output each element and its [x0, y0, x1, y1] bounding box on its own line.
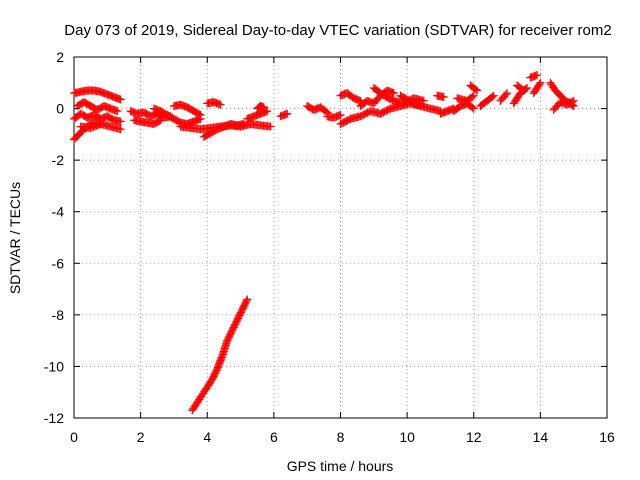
data-point	[518, 85, 527, 94]
data-point	[243, 295, 252, 304]
y-tick-label: -6	[52, 255, 65, 271]
data-point	[116, 125, 125, 134]
data-point	[533, 71, 542, 80]
data-point	[419, 96, 428, 105]
data-point	[113, 107, 122, 116]
data-point	[196, 111, 205, 120]
data-point	[488, 92, 497, 101]
data-point	[216, 100, 225, 109]
x-tick-label: 2	[137, 429, 145, 445]
y-axis-label: SDTVAR / TECUs	[7, 182, 23, 294]
data-point	[156, 116, 165, 125]
x-tick-label: 12	[466, 429, 482, 445]
data-point	[469, 91, 478, 100]
data-point	[239, 120, 248, 129]
data-point	[468, 103, 477, 112]
chart-title: Day 073 of 2019, Sidereal Day-to-day VTE…	[64, 22, 611, 39]
data-point	[336, 111, 345, 120]
data-point	[568, 97, 577, 106]
gridlines	[74, 57, 607, 418]
data-point	[116, 95, 125, 104]
data-point	[259, 103, 268, 112]
x-tick-label: 10	[399, 429, 415, 445]
data-point	[155, 116, 164, 125]
x-tick-label: 16	[599, 429, 615, 445]
data-point	[263, 107, 272, 116]
data-point	[471, 85, 480, 94]
data-points	[70, 71, 578, 415]
data-point	[468, 92, 477, 101]
y-tick-label: -12	[44, 410, 64, 426]
x-tick-label: 8	[337, 429, 345, 445]
y-tick-label: 0	[56, 101, 64, 117]
data-point	[469, 104, 478, 113]
x-axis-label: GPS time / hours	[287, 458, 394, 474]
data-point	[389, 89, 398, 98]
y-tick-label: -10	[44, 358, 64, 374]
data-point	[503, 89, 512, 98]
x-tick-label: 14	[533, 429, 549, 445]
data-point	[536, 78, 545, 87]
data-point	[266, 122, 275, 131]
data-point	[519, 86, 528, 95]
data-point	[439, 92, 448, 101]
data-point	[242, 296, 251, 305]
data-point	[473, 86, 482, 95]
y-tick-label: -8	[52, 307, 65, 323]
y-tick-label: -4	[52, 204, 65, 220]
data-point	[321, 107, 330, 116]
data-point	[416, 101, 425, 110]
x-tick-label: 6	[270, 429, 278, 445]
y-tick-label: 2	[56, 49, 64, 65]
x-tick-label: 0	[70, 429, 78, 445]
data-point	[195, 110, 204, 119]
data-point	[535, 80, 544, 89]
data-point	[501, 90, 510, 99]
x-tick-label: 4	[203, 429, 211, 445]
data-point	[283, 109, 292, 118]
data-point	[489, 91, 498, 100]
data-point	[116, 117, 125, 126]
y-tick-label: -2	[52, 152, 65, 168]
axis-ticks: 0 2 4 6 8 10 12 14 16 2 0 -2 -4 -6 -8 -10 -12	[44, 49, 615, 445]
data-point	[569, 96, 578, 105]
